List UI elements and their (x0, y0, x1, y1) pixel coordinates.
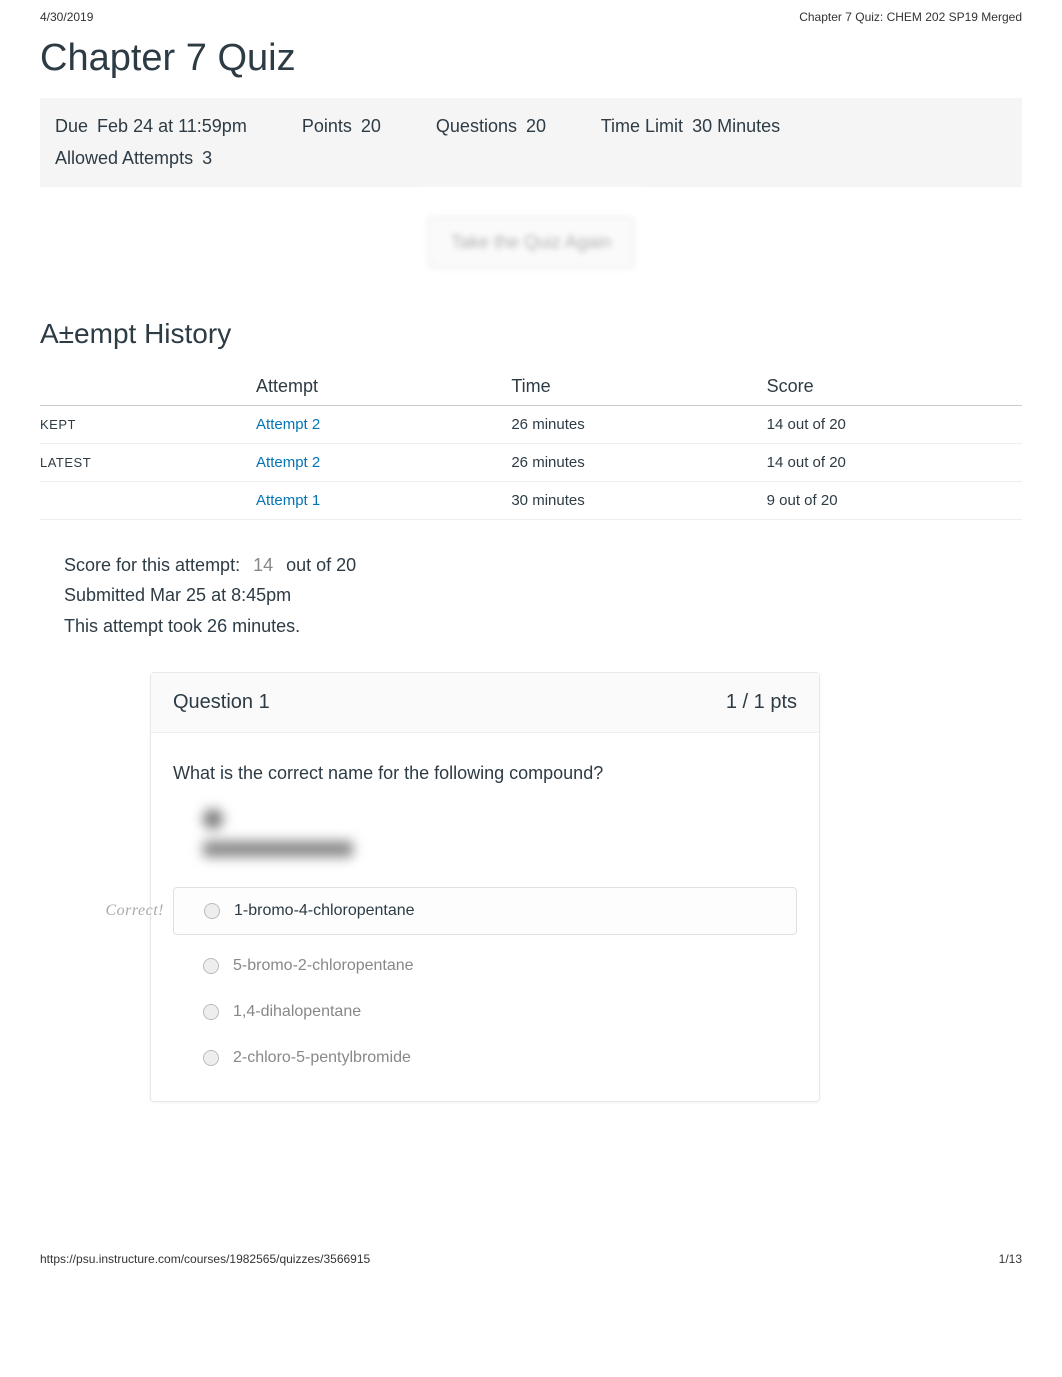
history-col-score: Score (767, 368, 1022, 406)
history-score: 14 out of 20 (767, 443, 1022, 481)
page-title: Chapter 7 Quiz (40, 37, 1022, 80)
history-time: 26 minutes (511, 405, 766, 443)
history-time: 30 minutes (511, 481, 766, 519)
attempts-label: Allowed Attempts (55, 148, 193, 168)
answer-text: 1,4-dihalopentane (233, 1003, 361, 1021)
answer-option[interactable]: 2-chloro-5-pentylbromide (173, 1035, 797, 1081)
footer-page: 1/13 (999, 1252, 1022, 1266)
print-date: 4/30/2019 (40, 10, 93, 24)
answer-text: 5-bromo-2-chloropentane (233, 957, 414, 975)
points-value: 20 (361, 116, 381, 136)
attempt-history-table: Attempt Time Score KEPTAttempt 2 26 minut… (40, 368, 1022, 520)
questions-value: 20 (526, 116, 546, 136)
timelimit-label: Time Limit (601, 116, 683, 136)
history-score: 14 out of 20 (767, 405, 1022, 443)
history-attempt-link[interactable]: Attempt 2 (256, 416, 320, 433)
question-title: Question 1 (173, 691, 270, 714)
answer-option[interactable]: 5-bromo-2-chloropentane (173, 943, 797, 989)
radio-icon (203, 1004, 219, 1020)
quiz-info-bar: Due Feb 24 at 11:59pm Points 20 Question… (40, 98, 1022, 187)
blurred-content (203, 809, 797, 857)
history-status: KEPT (40, 405, 256, 443)
attempt-history-heading: A±empt History (40, 318, 1022, 350)
due-value: Feb 24 at 11:59pm (97, 116, 247, 136)
timelimit-value: 30 Minutes (692, 116, 780, 136)
footer-url: https://psu.instructure.com/courses/1982… (40, 1252, 370, 1266)
answer-option[interactable]: 1,4-dihalopentane (173, 989, 797, 1035)
correct-label: Correct! (74, 902, 164, 920)
answer-text: 1-bromo-4-chloropentane (234, 902, 415, 920)
history-col-time: Time (511, 368, 766, 406)
history-status (40, 481, 256, 519)
answer-option[interactable]: Correct!1-bromo-4-chloropentane (173, 887, 797, 935)
history-col-attempt: Attempt (256, 368, 511, 406)
radio-icon (204, 903, 220, 919)
question-card: Question 1 1 / 1 pts What is the correct… (150, 672, 820, 1102)
history-score: 9 out of 20 (767, 481, 1022, 519)
points-label: Points (302, 116, 352, 136)
table-row: Attempt 1 30 minutes9 out of 20 (40, 481, 1022, 519)
radio-icon (203, 958, 219, 974)
history-attempt-link[interactable]: Attempt 2 (256, 454, 320, 471)
answer-text: 2-chloro-5-pentylbromide (233, 1049, 411, 1067)
question-points: 1 / 1 pts (726, 691, 797, 714)
questions-label: Questions (436, 116, 517, 136)
score-value: 14 (253, 555, 273, 575)
attempt-summary: Score for this attempt: 14 out of 20 Sub… (64, 550, 1022, 642)
history-col-status (40, 368, 256, 406)
due-label: Due (55, 116, 88, 136)
history-status: LATEST (40, 443, 256, 481)
score-suffix: out of 20 (281, 555, 356, 575)
history-time: 26 minutes (511, 443, 766, 481)
attempts-value: 3 (202, 148, 212, 168)
table-row: KEPTAttempt 2 26 minutes14 out of 20 (40, 405, 1022, 443)
table-row: LATESTAttempt 2 26 minutes14 out of 20 (40, 443, 1022, 481)
radio-icon (203, 1050, 219, 1066)
history-attempt-link[interactable]: Attempt 1 (256, 492, 320, 509)
submitted-text: Submitted Mar 25 at 8:45pm (64, 580, 1022, 611)
take-quiz-again-button[interactable]: Take the Quiz Again (428, 217, 634, 268)
score-label: Score for this attempt: (64, 555, 240, 575)
question-prompt: What is the correct name for the followi… (173, 763, 797, 784)
duration-text: This attempt took 26 minutes. (64, 611, 1022, 642)
doc-title: Chapter 7 Quiz: CHEM 202 SP19 Merged (799, 10, 1022, 24)
